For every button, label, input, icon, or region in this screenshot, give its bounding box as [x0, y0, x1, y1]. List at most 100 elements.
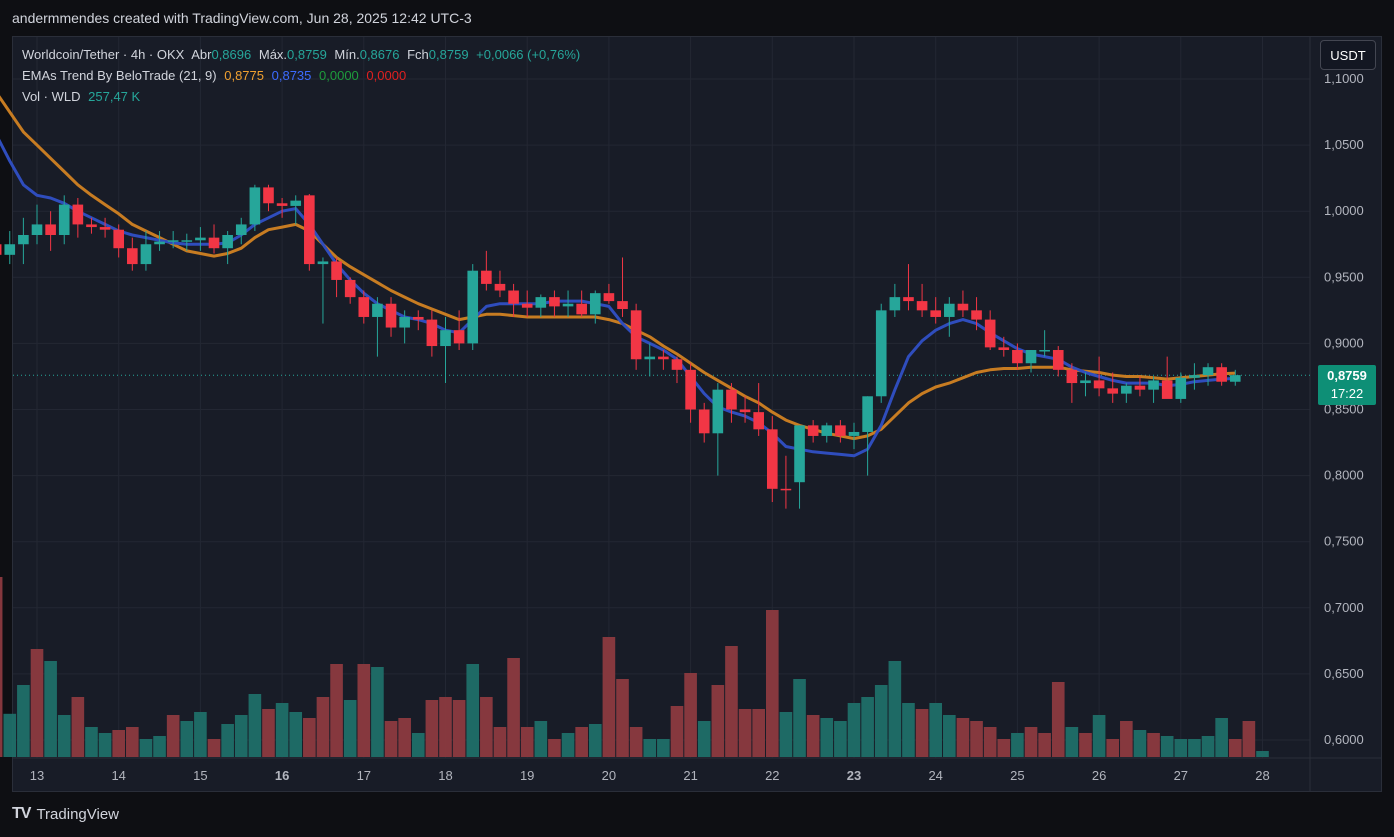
volume-bar: [983, 727, 997, 757]
candle-body: [440, 330, 451, 347]
legend-ema9-value: 0,8735: [271, 68, 312, 83]
candle-body: [889, 297, 901, 311]
volume-bar: [98, 733, 112, 757]
volume-bar: [765, 610, 779, 757]
candle-body: [18, 234, 29, 245]
candle-body: [113, 229, 125, 249]
legend-ema-title[interactable]: EMAs Trend By BeloTrade (21, 9): [22, 68, 217, 83]
volume-bar: [30, 649, 44, 757]
volume-bar: [126, 727, 139, 757]
candle-body: [127, 248, 138, 265]
x-tick-label: 21: [683, 768, 697, 783]
candle-body: [644, 356, 656, 360]
volume-bar: [44, 661, 57, 757]
volume-bar: [480, 697, 493, 757]
legend-symbol[interactable]: Worldcoin/Tether · 4h · OKX: [22, 47, 185, 62]
legend-vol-value: 257,47 K: [88, 89, 141, 104]
x-tick-label: 18: [438, 768, 452, 783]
legend-volume-row: Vol · WLD 257,47 K: [22, 86, 584, 107]
y-tick-label: 0,6500: [1324, 666, 1364, 681]
candle-body: [481, 270, 492, 284]
candle-body: [753, 412, 764, 430]
candle-body: [930, 310, 942, 317]
candle-body: [263, 187, 274, 204]
chart-frame[interactable]: [12, 36, 1382, 792]
x-tick-label: 19: [520, 768, 534, 783]
legend-min-label: Mín.: [334, 47, 360, 62]
legend-ema-v4: 0,0000: [366, 68, 407, 83]
legend-abr-value: 0,8696: [211, 47, 252, 62]
volume-bar: [194, 712, 207, 757]
volume-bar: [371, 667, 384, 757]
legend-max-label: Máx.: [258, 47, 288, 62]
y-tick-label: 0,9500: [1324, 269, 1364, 284]
y-tick-label: 0,7500: [1324, 534, 1364, 549]
y-tick-label: 1,1000: [1324, 71, 1364, 86]
volume-bar: [1215, 718, 1228, 757]
candle-body: [1134, 385, 1146, 390]
y-tick-label: 0,8500: [1324, 402, 1364, 417]
candle-body: [58, 204, 70, 235]
volume-bar: [85, 727, 98, 757]
candle-body: [181, 240, 193, 242]
volume-bar: [956, 718, 970, 757]
volume-bar: [1065, 727, 1079, 757]
candle-body: [739, 409, 751, 413]
volume-bar: [3, 713, 17, 757]
candle-body: [658, 356, 669, 360]
legend-vol-label[interactable]: Vol · WLD: [22, 89, 81, 104]
candle-body: [195, 237, 206, 241]
candle-body: [726, 389, 737, 410]
candle-body: [453, 330, 465, 344]
candle-body: [1161, 380, 1173, 399]
volume-bar: [330, 664, 343, 757]
volume-bar: [289, 712, 303, 757]
tradingview-footer[interactable]: TV TradingView: [12, 805, 119, 823]
candle-body: [535, 297, 547, 308]
candle-body: [1202, 367, 1214, 376]
volume-bar: [1242, 721, 1256, 757]
volume-bar: [534, 721, 548, 757]
x-tick-label: 26: [1092, 768, 1106, 783]
volume-bar: [1038, 733, 1051, 757]
volume-bar: [997, 739, 1011, 757]
volume-bar: [1024, 727, 1038, 757]
candle-body: [140, 244, 152, 265]
candle-body: [0, 244, 2, 255]
volume-bar: [1188, 739, 1201, 757]
candle-body: [848, 431, 860, 436]
volume-bar: [357, 664, 371, 757]
candle-body: [344, 279, 356, 298]
volume-bar: [262, 709, 275, 757]
volume-bar: [493, 727, 507, 757]
y-tick-label: 1,0500: [1324, 137, 1364, 152]
volume-bar: [1011, 733, 1024, 757]
legend-ema-v3: 0,0000: [319, 68, 359, 83]
candle-body: [1216, 367, 1227, 382]
volume-bar: [1256, 751, 1269, 757]
volume-bar: [384, 721, 398, 757]
volume-bar: [398, 718, 411, 757]
candle-body: [562, 303, 574, 307]
volume-bar: [779, 712, 793, 757]
x-tick-label: 16: [275, 768, 289, 783]
candle-body: [1066, 369, 1078, 384]
candle-body: [154, 241, 165, 245]
volume-bar: [57, 715, 71, 757]
volume-bar: [1092, 715, 1106, 757]
currency-button[interactable]: USDT: [1320, 40, 1376, 70]
candle-body: [1121, 385, 1132, 394]
candle-body: [494, 283, 506, 291]
y-tick-label: 0,8000: [1324, 468, 1364, 483]
candle-body: [86, 224, 97, 228]
y-tick-label: 0,9000: [1324, 335, 1364, 350]
candle-body: [794, 425, 805, 483]
x-tick-label: 28: [1255, 768, 1269, 783]
footer-brand: TradingView: [36, 805, 119, 823]
volume-bar: [166, 715, 180, 757]
volume-bar: [793, 679, 806, 757]
volume-bar: [112, 730, 126, 757]
candle-body: [835, 425, 846, 436]
candle-body: [508, 290, 519, 304]
